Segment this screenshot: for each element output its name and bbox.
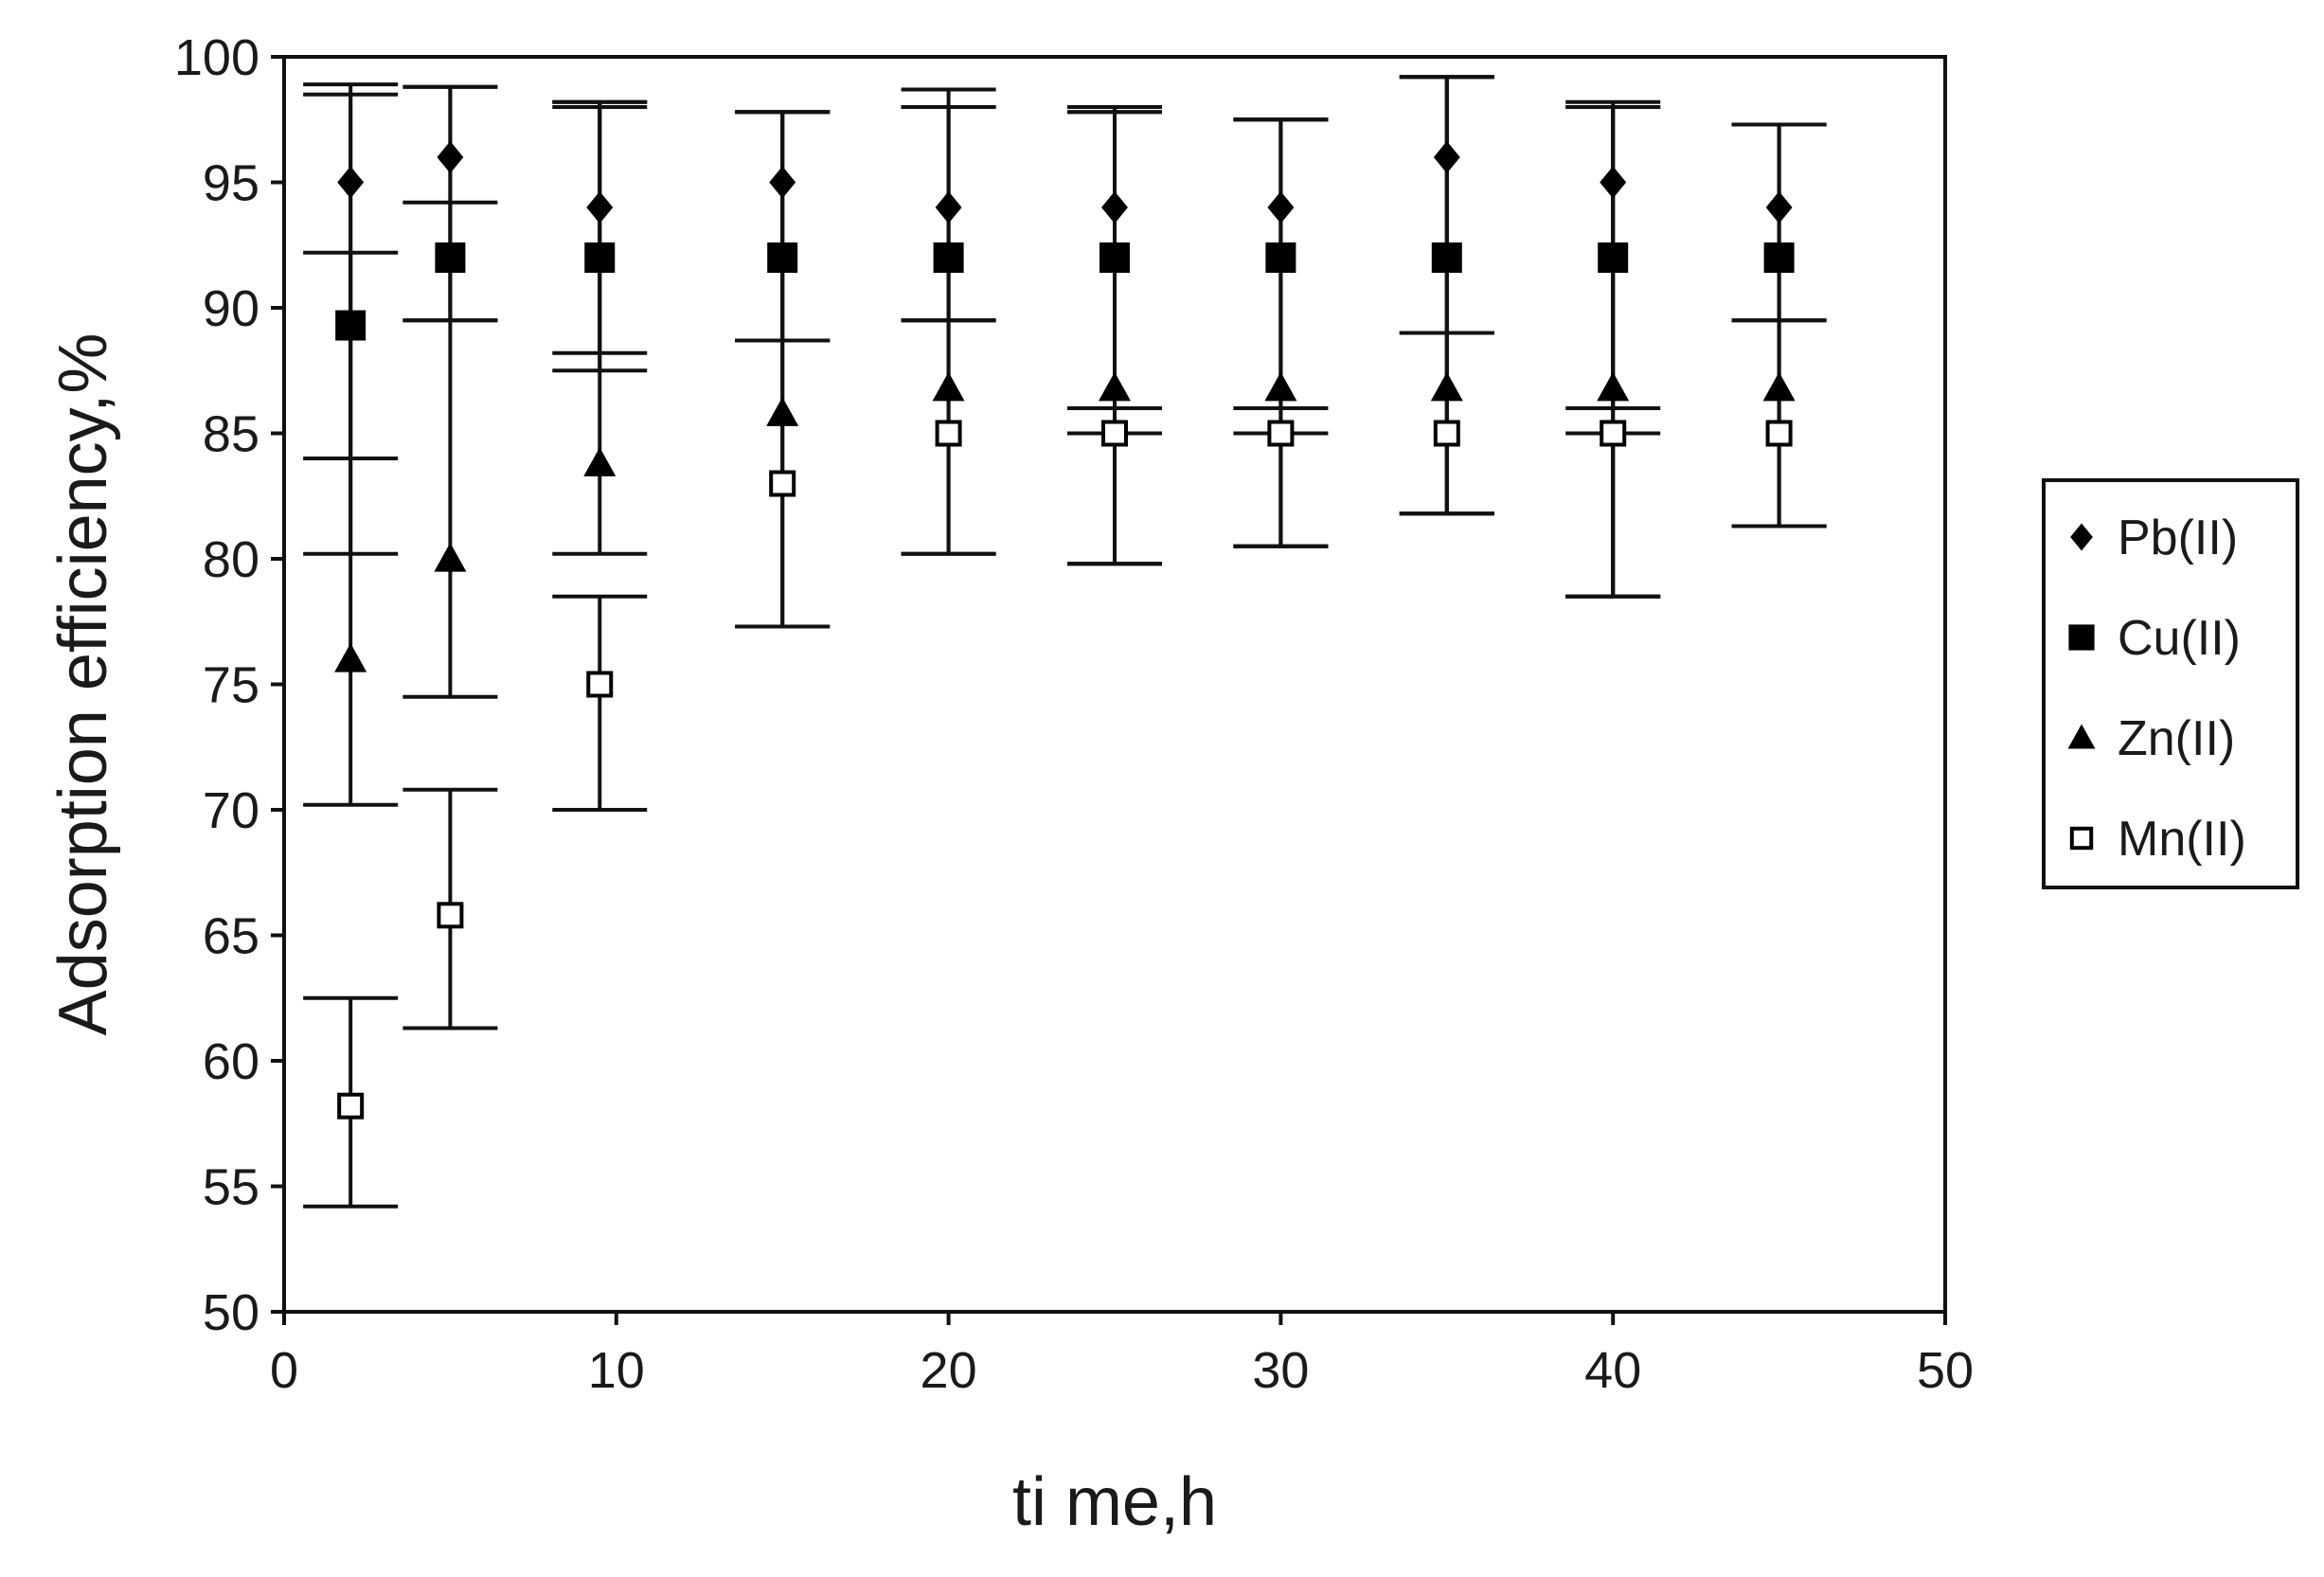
legend: Pb(II) Cu(II) Zn(II) Mn(II) xyxy=(2042,478,2299,889)
data-point xyxy=(1763,242,1795,273)
data-point xyxy=(1600,166,1627,199)
markers-znii xyxy=(334,371,1796,672)
legend-box xyxy=(2042,478,2299,889)
data-point xyxy=(1762,371,1796,402)
legend-label: Cu(II) xyxy=(2118,611,2241,666)
data-point xyxy=(437,902,464,929)
data-point xyxy=(769,470,796,497)
x-tick-label: 50 xyxy=(1917,1342,1974,1399)
y-tick-label: 70 xyxy=(203,782,259,839)
data-point xyxy=(586,191,614,224)
y-tick-label: 60 xyxy=(203,1033,259,1090)
y-tick-label: 85 xyxy=(203,406,259,463)
series-pbii xyxy=(303,75,1827,599)
series-znii xyxy=(303,75,1827,807)
data-point xyxy=(767,242,798,273)
y-tick-label: 90 xyxy=(203,280,259,337)
data-point xyxy=(1267,191,1295,224)
data-point xyxy=(584,242,616,273)
data-point xyxy=(935,191,962,224)
data-point xyxy=(935,420,962,447)
axis-ticks: 50 55 60 65 70 75 80 85 90 95 100 0 10 20 30 40 50 xyxy=(174,29,1974,1399)
markers-cuii xyxy=(335,242,1795,341)
data-point xyxy=(1597,371,1630,402)
y-tick-label: 50 xyxy=(203,1284,259,1341)
data-point xyxy=(1265,242,1296,273)
x-tick-label: 10 xyxy=(588,1342,645,1399)
data-point xyxy=(335,310,366,341)
data-point xyxy=(1267,420,1295,447)
y-tick-label: 100 xyxy=(174,29,259,86)
data-point xyxy=(1431,242,1462,273)
data-point xyxy=(1101,191,1128,224)
data-point xyxy=(337,166,365,199)
legend-entry: Pb(II) xyxy=(2070,511,2238,565)
legend-label: Mn(II) xyxy=(2118,812,2246,867)
data-point xyxy=(583,447,617,476)
data-point xyxy=(1430,371,1463,402)
x-tick-label: 20 xyxy=(921,1342,977,1399)
y-tick-label: 55 xyxy=(203,1159,259,1216)
data-point xyxy=(1433,420,1460,447)
data-point xyxy=(1598,242,1629,273)
markers-mnii xyxy=(337,420,1793,1120)
y-tick-label: 65 xyxy=(203,908,259,965)
x-tick-label: 0 xyxy=(270,1342,298,1399)
x-axis-title: ti me,h xyxy=(1012,1464,1217,1540)
legend-label: Zn(II) xyxy=(2118,711,2235,766)
data-point xyxy=(932,371,965,402)
data-point xyxy=(769,166,796,199)
data-point xyxy=(434,543,467,572)
data-point xyxy=(1433,141,1460,173)
legend-marker xyxy=(2069,826,2094,851)
y-tick-label: 95 xyxy=(203,155,259,212)
data-point xyxy=(1765,191,1793,224)
data-point xyxy=(933,242,964,273)
y-axis-title: Adsorption efficiency,% xyxy=(45,333,121,1036)
series-mnii xyxy=(303,318,1827,1209)
data-point xyxy=(435,242,466,273)
data-point xyxy=(1099,242,1130,273)
data-point xyxy=(337,1092,365,1120)
legend-label: Pb(II) xyxy=(2118,511,2238,565)
data-point xyxy=(1264,371,1297,402)
x-tick-label: 40 xyxy=(1584,1342,1641,1399)
legend-entry: Cu(II) xyxy=(2068,611,2241,666)
y-tick-label: 80 xyxy=(203,531,259,588)
data-point xyxy=(1765,420,1793,447)
data-point xyxy=(1099,371,1131,402)
legend-entry: Zn(II) xyxy=(2067,711,2235,766)
legend-marker xyxy=(2067,724,2096,749)
legend-entry: Mn(II) xyxy=(2069,812,2246,867)
series-cuii xyxy=(303,75,1827,556)
data-point xyxy=(766,397,799,426)
data-point xyxy=(586,671,614,698)
data-point xyxy=(1101,420,1128,447)
data-point xyxy=(437,141,464,173)
markers-pbii xyxy=(337,141,1793,224)
data-point xyxy=(1600,420,1627,447)
plot-content xyxy=(303,75,1827,1209)
data-point xyxy=(334,643,367,672)
legend-marker xyxy=(2070,523,2093,551)
x-tick-label: 30 xyxy=(1252,1342,1309,1399)
y-tick-label: 75 xyxy=(203,657,259,714)
legend-marker xyxy=(2068,624,2095,651)
